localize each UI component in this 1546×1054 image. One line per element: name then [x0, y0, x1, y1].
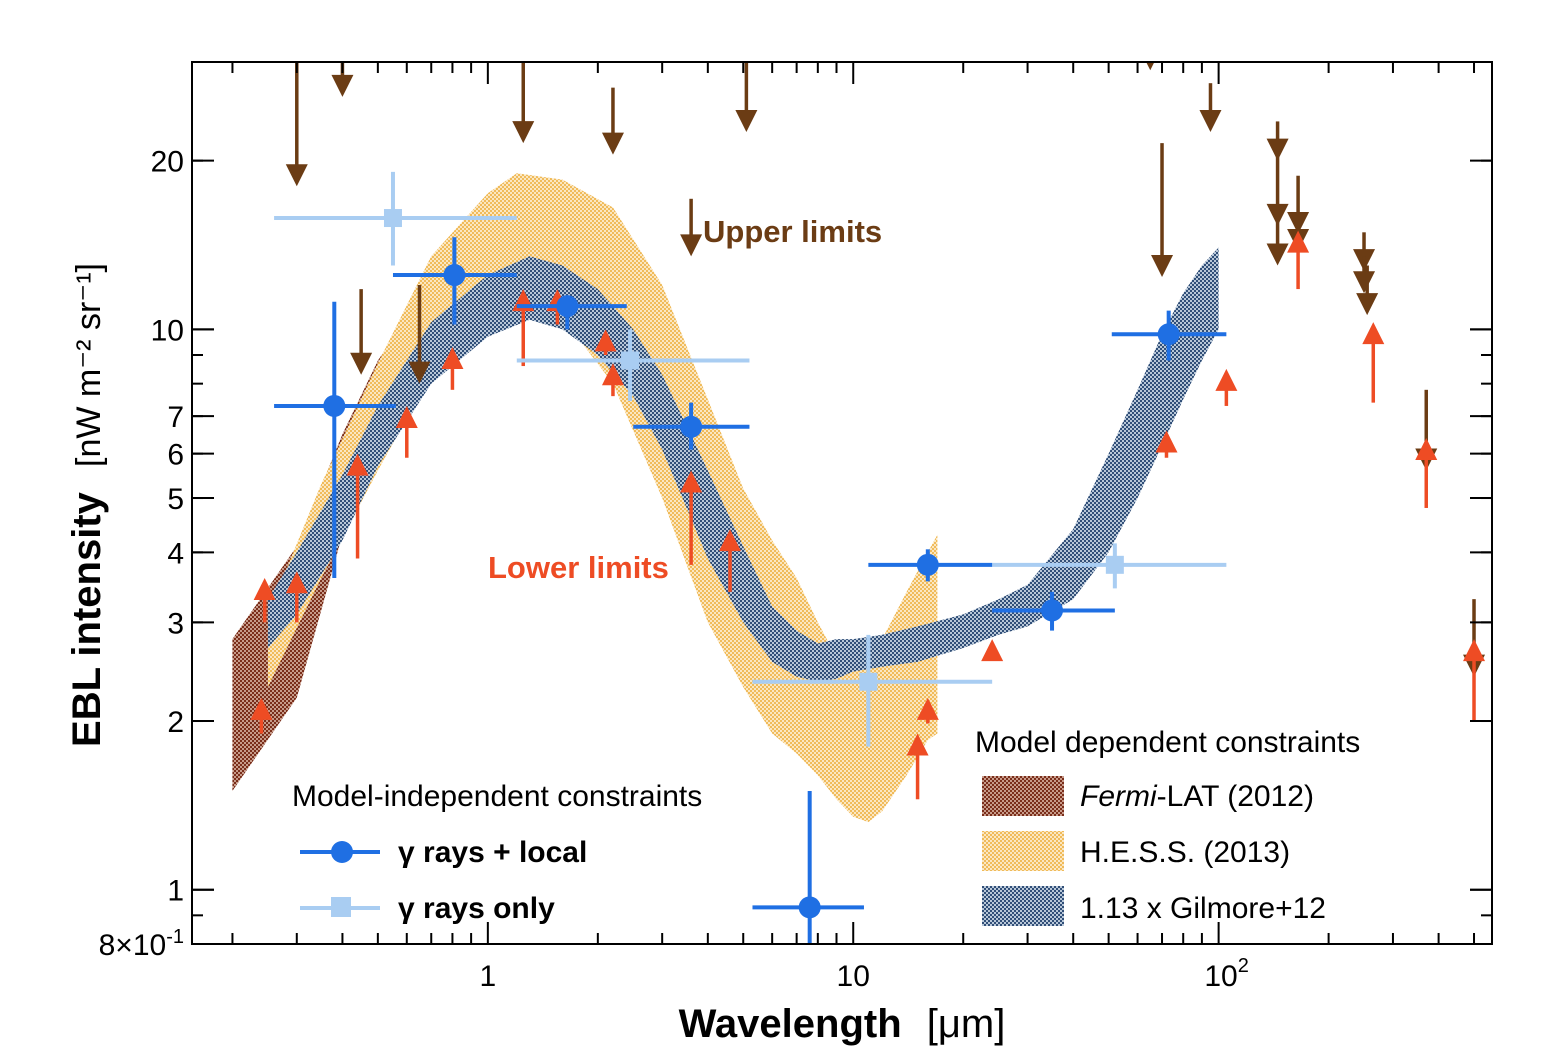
- x-axis-title: Wavelength [μm]: [679, 1002, 1006, 1046]
- gamma-local-point: [868, 549, 993, 582]
- y-axis-unit: [nW m⁻² sr⁻¹]: [70, 263, 108, 467]
- plot-border: [191, 61, 1493, 945]
- y-tick-label: 6: [167, 439, 184, 472]
- legend-mi-title: Model-independent constraints: [292, 780, 702, 813]
- y-tick-label: 5: [167, 483, 184, 516]
- upper-limit-arrow: [285, 62, 308, 187]
- lower-limit-arrow: [395, 405, 418, 458]
- constraint-bands: [232, 173, 1219, 823]
- lower-limit-arrow: [441, 347, 464, 390]
- gamma-local-point: [752, 791, 864, 944]
- lower-limit-arrow: [250, 697, 273, 734]
- gamma-local-point: [274, 301, 396, 578]
- legend-gilmore-label: 1.13 x Gilmore+12: [1080, 892, 1326, 925]
- upper-limit-arrow: [1199, 83, 1222, 133]
- gamma-only-point: [752, 634, 993, 747]
- data-points: [274, 171, 1227, 944]
- lower-limit-arrow: [1155, 430, 1178, 458]
- legend-fermi-rest: -LAT (2012): [1157, 780, 1314, 813]
- x-tick-label: 102: [1204, 955, 1249, 993]
- lower-limit-arrow: [906, 733, 929, 800]
- lower-limit-arrow: [916, 697, 939, 724]
- gamma-local-point: [992, 591, 1115, 631]
- limit-arrows: [250, 62, 1486, 800]
- upper-limit-arrow: [1146, 62, 1155, 71]
- y-axis-label: EBL intensity: [65, 491, 109, 747]
- lower-limit-arrow: [285, 571, 308, 623]
- x-axis-label: Wavelength: [679, 1002, 902, 1046]
- gamma-local-point: [633, 402, 750, 450]
- upper-limit-arrow: [408, 284, 431, 384]
- upper-limit-arrow: [1266, 154, 1289, 226]
- upper-limit-arrow: [1353, 256, 1376, 294]
- y-tick-label: 4: [167, 537, 184, 570]
- gamma-local-point: [392, 237, 517, 325]
- x-tick-label: 10: [837, 960, 870, 993]
- upper-limit-arrow: [1266, 218, 1289, 266]
- legend-entry-fermi: Fermi-LAT (2012): [982, 776, 1314, 816]
- upper-limits-annotation: Upper limits: [703, 214, 882, 249]
- y-tick-label: 20: [151, 146, 184, 179]
- upper-limit-arrow: [1266, 121, 1289, 161]
- upper-limit-arrow: [350, 289, 373, 375]
- legend-gamma-only-label: γ rays only: [398, 892, 555, 925]
- upper-limit-arrow: [1151, 143, 1174, 278]
- lower-limit-arrow: [1215, 368, 1238, 406]
- y-tick-label: 3: [167, 607, 184, 640]
- lower-limit-arrow: [719, 529, 742, 592]
- gamma-only-point: [274, 171, 517, 266]
- legend-gamma-local-label: γ rays + local: [398, 836, 587, 869]
- lower-limit-arrow: [346, 453, 369, 559]
- lower-limit-arrow: [1362, 322, 1385, 403]
- gamma-local-point: [516, 295, 627, 330]
- legend-fermi-italic: Fermi: [1080, 780, 1158, 813]
- upper-limit-arrow: [680, 198, 703, 257]
- y-tick-label: 10: [151, 314, 184, 347]
- legend-md-title: Model dependent constraints: [975, 726, 1360, 759]
- axes-frame: [191, 61, 1493, 945]
- legend-model-dependent: Model dependent constraints Fermi-LAT (2…: [975, 726, 1360, 926]
- lower-limit-arrow: [1463, 639, 1486, 722]
- upper-limit-arrow: [601, 87, 624, 155]
- band-gilmore: [267, 247, 1219, 682]
- legend-hess-label: H.E.S.S. (2013): [1080, 836, 1290, 869]
- lower-limit-arrow: [680, 470, 703, 565]
- upper-limit-arrow: [735, 62, 758, 133]
- legend-entry-gilmore: 1.13 x Gilmore+12: [982, 886, 1326, 926]
- lower-limits-annotation: Lower limits: [488, 550, 669, 585]
- y-axis-title: EBL intensity [nW m⁻² sr⁻¹]: [65, 263, 109, 747]
- lower-limit-arrow: [601, 363, 624, 397]
- legend-entry-gamma-local: γ rays + local: [300, 836, 587, 869]
- upper-limit-arrow: [512, 62, 535, 144]
- lower-limit-arrow: [253, 577, 276, 623]
- gamma-only-point: [992, 543, 1227, 589]
- x-axis-unit: [μm]: [927, 1002, 1006, 1046]
- lower-limit-arrow: [1415, 437, 1438, 508]
- gamma-only-point: [516, 329, 750, 401]
- y-tick-label: 2: [167, 706, 184, 739]
- band-hess: [267, 173, 938, 823]
- y-tick-label: 1: [167, 875, 184, 908]
- legend-model-independent: Model-independent constraints γ rays + l…: [292, 780, 702, 925]
- lower-limit-arrow: [981, 639, 1004, 662]
- legend-entry-gamma-only: γ rays only: [300, 892, 555, 925]
- y-tick-label: 8×10-1: [99, 926, 184, 962]
- y-tick-label: 7: [167, 401, 184, 434]
- axis-ticks: 8×10-1 1 2 3 4 5 6 7 10 20 1 10 102: [99, 61, 1492, 993]
- legend-entry-hess: H.E.S.S. (2013): [982, 831, 1290, 871]
- legend-fermi-label: Fermi-LAT (2012): [1080, 780, 1314, 813]
- upper-limit-arrow: [1356, 265, 1379, 316]
- x-tick-label: 1: [479, 960, 496, 993]
- gamma-local-point: [1111, 310, 1227, 361]
- lower-limit-arrow: [1287, 230, 1310, 290]
- lower-limit-arrow: [594, 329, 617, 355]
